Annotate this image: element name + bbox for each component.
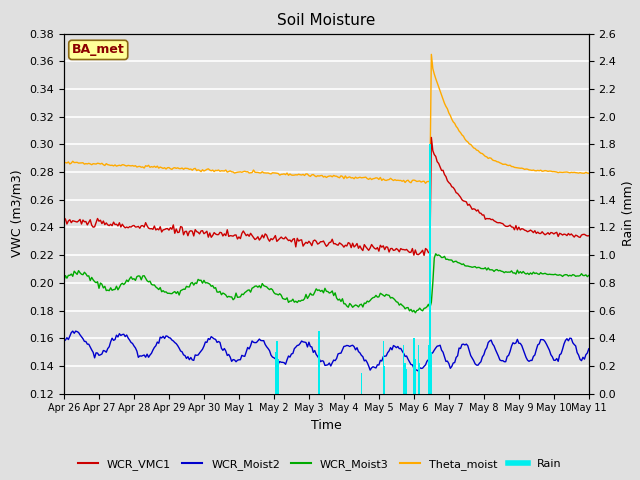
- Bar: [431, 352, 432, 394]
- Text: BA_met: BA_met: [72, 43, 125, 56]
- Bar: [384, 366, 385, 394]
- Bar: [276, 341, 278, 394]
- Bar: [275, 352, 276, 394]
- Bar: [361, 373, 362, 394]
- X-axis label: Time: Time: [311, 419, 342, 432]
- Bar: [403, 345, 404, 394]
- Bar: [406, 369, 407, 394]
- Bar: [428, 345, 429, 394]
- Bar: [429, 144, 431, 394]
- Legend: WCR_VMC1, WCR_Moist2, WCR_Moist3, Theta_moist, Rain: WCR_VMC1, WCR_Moist2, WCR_Moist3, Theta_…: [74, 455, 566, 474]
- Bar: [318, 331, 320, 394]
- Bar: [383, 341, 384, 394]
- Y-axis label: VWC (m3/m3): VWC (m3/m3): [11, 170, 24, 257]
- Bar: [404, 363, 406, 394]
- Bar: [413, 338, 415, 394]
- Bar: [419, 363, 420, 394]
- Bar: [417, 345, 419, 394]
- Bar: [278, 359, 279, 394]
- Bar: [415, 359, 416, 394]
- Y-axis label: Rain (mm): Rain (mm): [622, 181, 635, 246]
- Title: Soil Moisture: Soil Moisture: [277, 13, 376, 28]
